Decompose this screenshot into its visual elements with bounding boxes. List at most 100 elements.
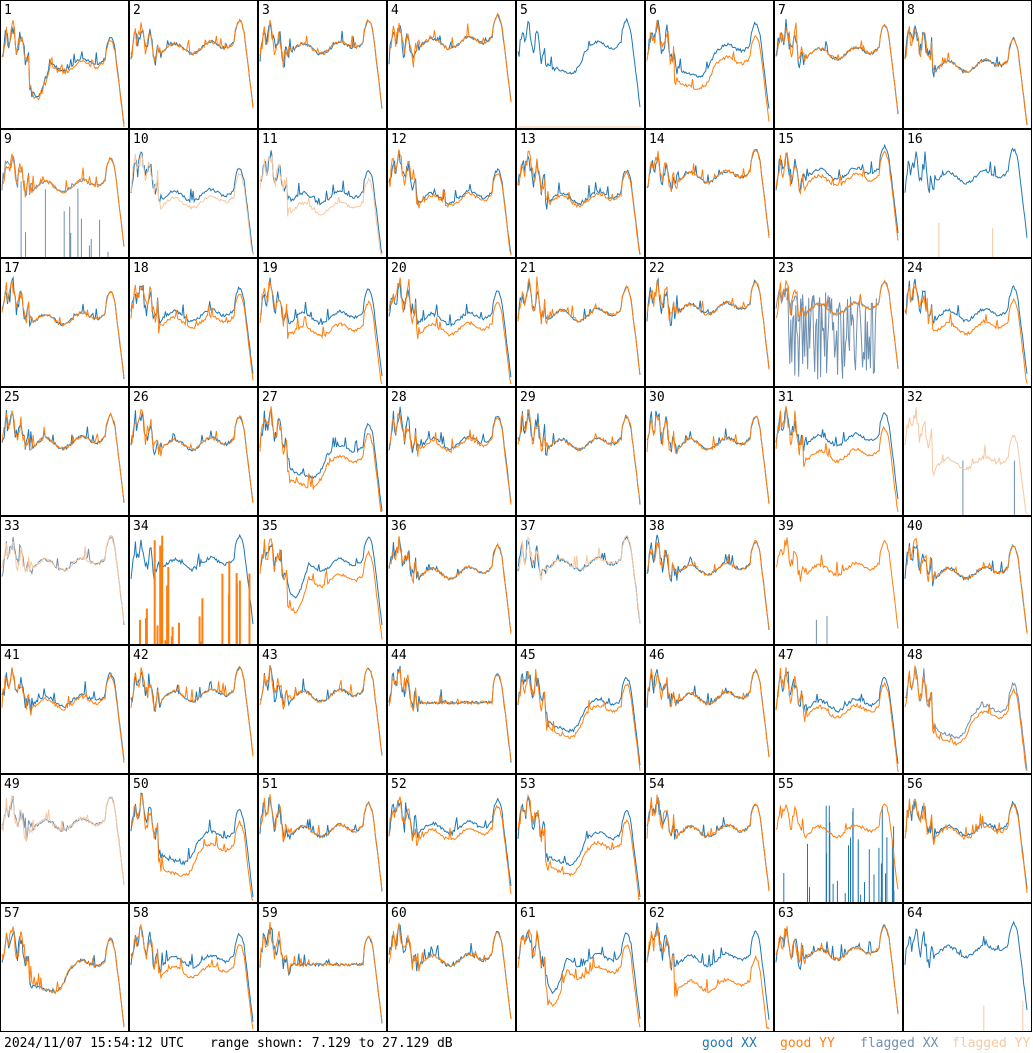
series-yy-line <box>904 284 1028 384</box>
series-xx-line <box>130 151 254 255</box>
series-yy-line <box>646 280 770 370</box>
panel-number: 50 <box>133 777 149 792</box>
panel-frame <box>516 129 645 258</box>
series-yy-line <box>904 26 1028 125</box>
spectrum-panel-36: 36 <box>387 516 516 645</box>
spectrum-plot-13 <box>516 129 645 258</box>
spectrum-panel-54: 54 <box>645 774 774 903</box>
series-yy-line <box>646 926 770 1030</box>
panel-frame <box>0 645 129 774</box>
series-xx-line <box>388 665 512 763</box>
spectrum-plot-63 <box>774 903 903 1032</box>
spectrum-plot-40 <box>903 516 1032 645</box>
series-xx-line <box>904 278 1028 374</box>
panel-number: 7 <box>778 3 786 18</box>
series-xx-line <box>646 19 770 109</box>
series-yy-flagged-line <box>259 155 383 256</box>
spectrum-panel-43: 43 <box>258 645 387 774</box>
spectrum-plot-10 <box>129 129 258 258</box>
series-xx-flagged-noise <box>786 291 877 380</box>
spectrum-plot-44 <box>387 645 516 774</box>
series-yy-line <box>1 926 125 1028</box>
panel-frame <box>516 645 645 774</box>
panel-number: 62 <box>649 906 665 921</box>
series-yy-line <box>388 12 512 103</box>
series-yy-line <box>259 793 383 891</box>
spectrum-panel-46: 46 <box>645 645 774 774</box>
series-yy-line <box>517 408 641 503</box>
spectrum-plot-26 <box>129 387 258 516</box>
spectrum-panel-60: 60 <box>387 903 516 1032</box>
spectrum-plot-48 <box>903 645 1032 774</box>
spectrum-panel-56: 56 <box>903 774 1032 903</box>
spectrum-plot-60 <box>387 903 516 1032</box>
series-yy-line <box>646 20 770 122</box>
panel-frame <box>387 0 516 129</box>
panel-frame <box>0 258 129 387</box>
panel-number: 23 <box>778 261 794 276</box>
spectrum-plot-31 <box>774 387 903 516</box>
series-yy-line <box>775 22 899 113</box>
spectrum-panel-57: 57 <box>0 903 129 1032</box>
spectrum-panel-18: 18 <box>129 258 258 387</box>
series-yy-line <box>130 924 254 1030</box>
panel-number: 12 <box>391 132 407 147</box>
legend-flagged-yy: flagged YY <box>952 1036 1031 1051</box>
panel-number: 21 <box>520 261 536 276</box>
spectrum-plot-61 <box>516 903 645 1032</box>
spectrum-panel-58: 58 <box>129 903 258 1032</box>
panel-frame <box>258 0 387 129</box>
spectrum-plot-49 <box>0 774 129 903</box>
spectrum-plot-33 <box>0 516 129 645</box>
panel-number: 32 <box>907 390 923 405</box>
spectrum-plot-15 <box>774 129 903 258</box>
series-yy-line <box>388 536 512 634</box>
panel-number: 38 <box>649 519 665 534</box>
spectrum-plot-2 <box>129 0 258 129</box>
panel-number: 33 <box>4 519 20 534</box>
spectrum-plot-54 <box>645 774 774 903</box>
panel-number: 3 <box>262 3 270 18</box>
series-xx-line <box>388 406 512 503</box>
series-xx-line <box>259 409 383 512</box>
panel-frame <box>258 903 387 1032</box>
spectrum-panel-7: 7 <box>774 0 903 129</box>
spectrum-panel-41: 41 <box>0 645 129 774</box>
spectrum-plot-59 <box>258 903 387 1032</box>
spectrum-panel-40: 40 <box>903 516 1032 645</box>
panel-frame <box>0 387 129 516</box>
panel-number: 25 <box>4 390 20 405</box>
spectrum-panel-11: 11 <box>258 129 387 258</box>
series-yy-flagged-line <box>130 153 254 256</box>
series-yy-flagged-line <box>904 407 1028 514</box>
panel-number: 4 <box>391 3 399 18</box>
panel-number: 54 <box>649 777 665 792</box>
spectrum-panel-4: 4 <box>387 0 516 129</box>
spectrum-plot-3 <box>258 0 387 129</box>
panel-number: 6 <box>649 3 657 18</box>
spectrum-panel-5: 5 <box>516 0 645 129</box>
spectrum-panel-12: 12 <box>387 129 516 258</box>
series-yy-flagged-spike <box>938 223 994 257</box>
panel-frame <box>645 774 774 903</box>
panel-frame <box>387 129 516 258</box>
panel-number: 5 <box>520 3 528 18</box>
series-yy-line <box>775 926 899 1015</box>
series-yy-line <box>130 665 254 757</box>
series-yy-line <box>130 408 254 504</box>
spectrum-panel-27: 27 <box>258 387 387 516</box>
series-yy-line <box>775 537 899 629</box>
series-yy-line <box>904 798 1028 894</box>
series-yy-line <box>259 538 383 640</box>
panel-number: 51 <box>262 777 278 792</box>
panel-number: 47 <box>778 648 794 663</box>
spectrum-panel-22: 22 <box>645 258 774 387</box>
panel-number: 36 <box>391 519 407 534</box>
panel-frame <box>645 258 774 387</box>
panel-frame <box>903 129 1032 258</box>
spectrum-plot-27 <box>258 387 387 516</box>
series-xx-line <box>904 920 1028 1011</box>
panel-number: 27 <box>262 390 278 405</box>
series-yy-line <box>388 667 512 761</box>
panel-number: 56 <box>907 777 923 792</box>
